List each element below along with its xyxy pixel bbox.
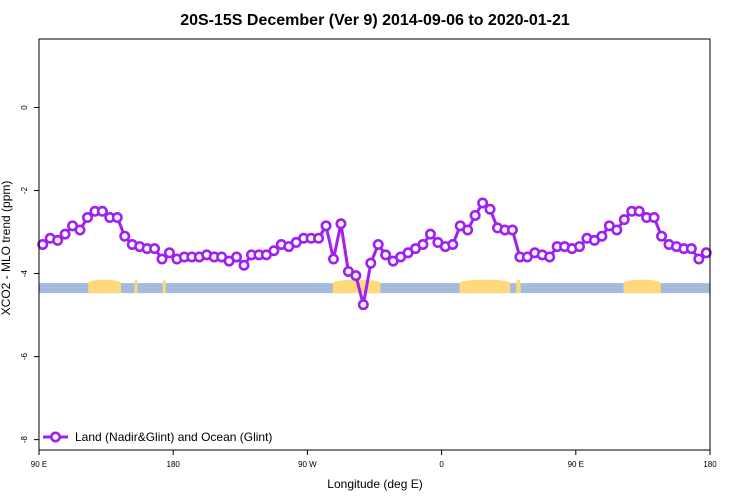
y-tick-label: -6 [20, 352, 29, 360]
data-point [335, 218, 347, 230]
data-point [365, 257, 377, 269]
data-point [163, 247, 175, 259]
data-point [96, 205, 108, 217]
x-tick-label: 0 [439, 460, 444, 469]
y-tick-label: 0 [20, 105, 29, 110]
y-axis-label: XCO2 - MLO trend (ppm) [0, 181, 13, 316]
data-point [574, 241, 586, 253]
land-segment [332, 283, 381, 294]
data-point [633, 205, 645, 217]
data-point [119, 230, 131, 242]
data-point [648, 212, 660, 224]
data-point [380, 249, 392, 261]
y-tick-label: -4 [20, 269, 29, 277]
data-point [59, 228, 71, 240]
land-segment-bump [162, 279, 166, 287]
land-segment-bump [88, 279, 122, 287]
data-point [350, 270, 362, 282]
data-point [656, 230, 668, 242]
data-point [357, 299, 369, 311]
data-point [372, 239, 384, 251]
data-point [417, 239, 429, 251]
chart-title: 20S-15S December (Ver 9) 2014-09-06 to 2… [180, 12, 570, 29]
land-segment [459, 283, 511, 294]
x-axis-label: Longitude (deg E) [327, 477, 422, 491]
plot-frame [38, 38, 711, 451]
data-point [313, 232, 325, 244]
data-point [544, 251, 556, 263]
land-segment-bump [459, 279, 511, 287]
land-segment [134, 283, 138, 294]
series-layer [37, 197, 712, 311]
data-point [685, 243, 697, 255]
data-point [320, 220, 332, 232]
data-point [424, 228, 436, 240]
data-point [611, 224, 623, 236]
data-point [111, 212, 123, 224]
surface-band [39, 279, 710, 294]
data-point [52, 234, 64, 246]
data-point [231, 251, 243, 263]
data-point [156, 253, 168, 265]
x-axis: 90 E 180 90 W 0 90 E 180 [31, 450, 717, 469]
x-tick-label: 90 E [31, 460, 47, 469]
legend-marker-swatch [49, 431, 61, 443]
y-tick-label: -2 [20, 186, 29, 194]
land-segment [162, 283, 166, 294]
data-point [693, 253, 705, 265]
data-point [477, 197, 489, 209]
data-point [596, 230, 608, 242]
land-segment [516, 283, 521, 294]
x-tick-label: 180 [703, 460, 717, 469]
data-point [81, 212, 93, 224]
y-tick-label: -8 [20, 436, 29, 444]
legend: Land (Nadir&Glint) and Ocean (Glint) [43, 430, 272, 444]
data-point [238, 259, 250, 271]
data-point [268, 245, 280, 257]
data-point [506, 224, 518, 236]
data-point [447, 239, 459, 251]
land-segment-bump [134, 279, 138, 287]
data-point [327, 253, 339, 265]
legend-label: Land (Nadir&Glint) and Ocean (Glint) [75, 430, 272, 444]
data-point [700, 247, 712, 259]
x-tick-label: 90 E [568, 460, 584, 469]
land-segment [623, 283, 661, 294]
y-axis: 0 -2 -4 -6 -8 [20, 105, 39, 443]
data-point [37, 239, 49, 251]
data-point [469, 209, 481, 221]
data-point [618, 214, 630, 226]
land-segment [88, 283, 122, 294]
data-point [74, 224, 86, 236]
x-tick-label: 90 W [298, 460, 317, 469]
land-segment-bump [516, 279, 521, 287]
data-point [149, 243, 161, 255]
data-point [462, 224, 474, 236]
x-tick-label: 180 [167, 460, 181, 469]
land-segment-bump [623, 279, 661, 287]
data-point [484, 203, 496, 215]
